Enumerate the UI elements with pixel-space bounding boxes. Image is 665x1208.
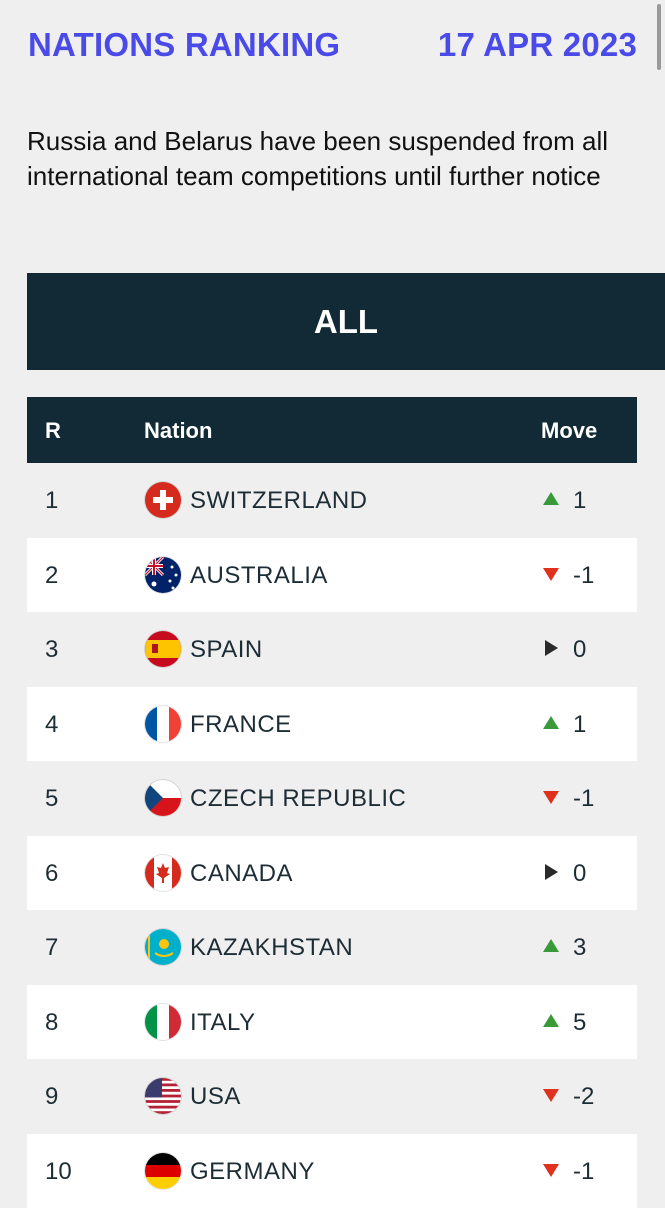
usa-flag-icon [145,1078,181,1114]
germany-flag-icon [145,1153,181,1189]
move-value: 3 [573,934,586,962]
canada-flag-icon [145,855,181,891]
up-arrow-icon [541,936,561,956]
nation-name[interactable]: FRANCE [190,711,292,739]
nation-name[interactable]: ITALY [190,1009,256,1037]
table-row[interactable]: 9 USA -2 [27,1059,637,1134]
down-arrow-icon [541,564,561,584]
suspension-notice: Russia and Belarus have been suspended f… [27,124,647,194]
czech-republic-flag-icon [145,780,181,816]
rank-cell: 4 [45,711,58,739]
spain-flag-icon [145,631,181,667]
move-value: 1 [573,487,586,515]
table-row[interactable]: 6 CANADA 0 [27,836,637,911]
move-value: -2 [573,1083,594,1111]
nation-name[interactable]: GERMANY [190,1158,315,1186]
table-row[interactable]: 2 AUSTRALIA -1 [27,538,637,613]
move-value: -1 [573,562,594,590]
switzerland-flag-icon [145,482,181,518]
rank-cell: 9 [45,1083,58,1111]
table-row[interactable]: 1 SWITZERLAND 1 [27,463,637,538]
up-arrow-icon [541,1011,561,1031]
down-arrow-icon [541,1085,561,1105]
table-row[interactable]: 5 CZECH REPUBLIC -1 [27,761,637,836]
rank-cell: 5 [45,785,58,813]
page-header: NATIONS RANKING 17 APR 2023 [28,26,637,64]
ranking-date: 17 APR 2023 [438,26,637,64]
australia-flag-icon [145,557,181,593]
move-value: 1 [573,711,586,739]
nation-name[interactable]: USA [190,1083,241,1111]
down-arrow-icon [541,1160,561,1180]
table-row[interactable]: 10 GERMANY -1 [27,1134,637,1208]
right-arrow-icon [541,638,561,658]
rank-cell: 6 [45,860,58,888]
table-row[interactable]: 3 SPAIN 0 [27,612,637,687]
column-move[interactable]: Move [541,418,597,444]
nation-name[interactable]: SPAIN [190,636,263,664]
column-rank[interactable]: R [45,418,61,444]
down-arrow-icon [541,787,561,807]
nation-name[interactable]: CANADA [190,860,293,888]
kazakhstan-flag-icon [145,929,181,965]
move-value: 0 [573,636,586,664]
rank-cell: 3 [45,636,58,664]
page-title: NATIONS RANKING [28,26,340,64]
rank-cell: 2 [45,562,58,590]
rank-cell: 10 [45,1158,72,1186]
table-row[interactable]: 8 ITALY 5 [27,985,637,1060]
france-flag-icon [145,706,181,742]
rank-cell: 7 [45,934,58,962]
up-arrow-icon [541,713,561,733]
nation-name[interactable]: KAZAKHSTAN [190,934,353,962]
rank-cell: 1 [45,487,58,515]
nation-name[interactable]: CZECH REPUBLIC [190,785,406,813]
move-value: -1 [573,1158,594,1186]
up-arrow-icon [541,489,561,509]
move-value: -1 [573,785,594,813]
rank-cell: 8 [45,1009,58,1037]
scrollbar[interactable] [657,4,661,70]
italy-flag-icon [145,1004,181,1040]
move-value: 5 [573,1009,586,1037]
table-row[interactable]: 4 FRANCE 1 [27,687,637,762]
nation-name[interactable]: AUSTRALIA [190,562,328,590]
table-row[interactable]: 7 KAZAKHSTAN 3 [27,910,637,985]
right-arrow-icon [541,862,561,882]
nation-name[interactable]: SWITZERLAND [190,487,368,515]
column-nation[interactable]: Nation [144,418,212,444]
table-header: R Nation Move [27,397,637,463]
filter-all-button[interactable]: ALL [27,273,665,370]
ranking-table: R Nation Move 1 SWITZERLAND 1 2 AUSTRALIA -1 3… [27,397,637,1208]
move-value: 0 [573,860,586,888]
